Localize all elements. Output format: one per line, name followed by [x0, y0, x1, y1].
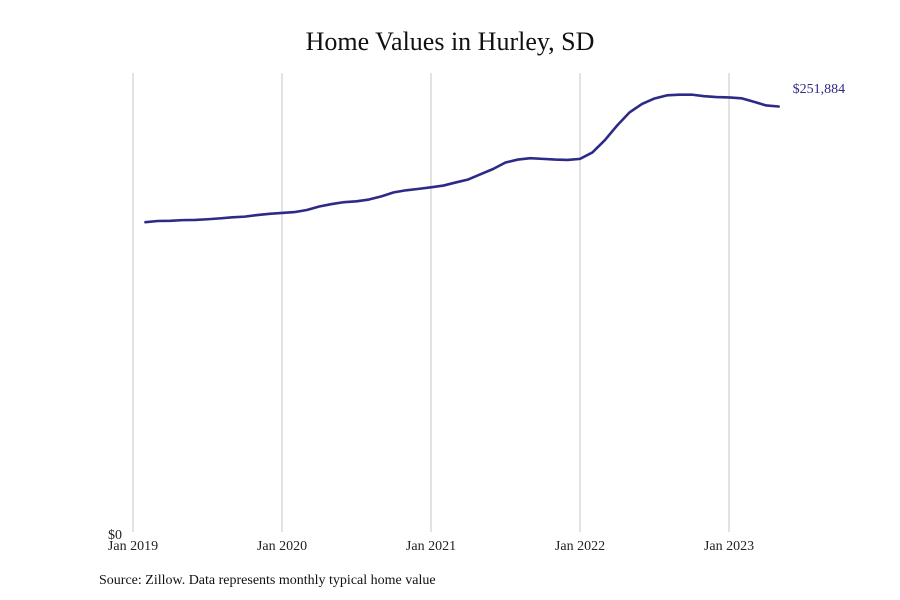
series-line	[144, 93, 780, 224]
labels-layer: $251,884	[793, 82, 846, 97]
x-tick-label: Jan 2022	[555, 539, 605, 554]
x-axis-ticks: Jan 2019 Jan 2020 Jan 2021 Jan 2022 Jan 2023	[108, 539, 754, 554]
gridlines	[132, 73, 730, 532]
y-tick-label: $0	[108, 528, 122, 543]
end-value-label: $251,884	[793, 82, 846, 97]
source-note: Source: Zillow. Data represents monthly …	[99, 573, 436, 588]
x-tick-label: Jan 2019	[108, 539, 158, 554]
x-tick-label: Jan 2021	[406, 539, 456, 554]
x-tick-label: Jan 2023	[704, 539, 754, 554]
chart-title: Home Values in Hurley, SD	[305, 27, 595, 56]
series-layer	[144, 93, 780, 224]
y-axis-ticks: $0	[108, 528, 122, 543]
x-tick-label: Jan 2020	[257, 539, 307, 554]
